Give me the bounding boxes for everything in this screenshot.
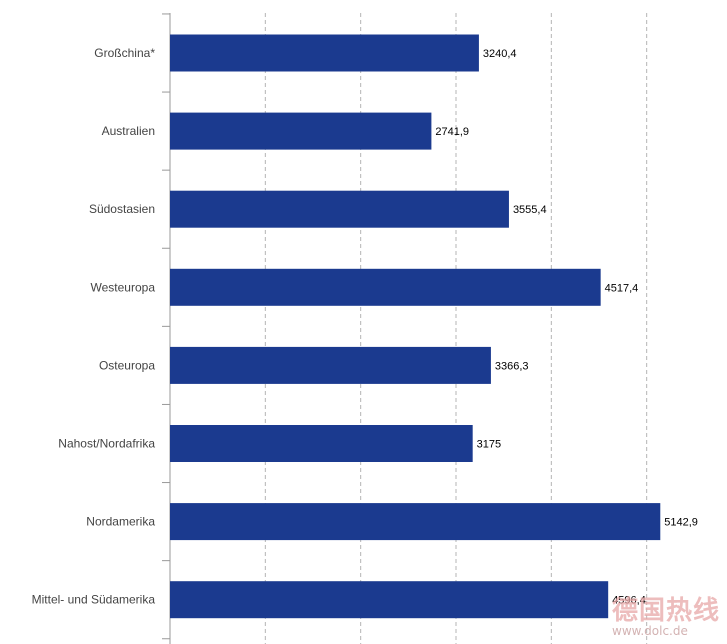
bar <box>170 581 609 619</box>
bar <box>170 268 601 306</box>
value-label: 4517,4 <box>605 282 639 294</box>
watermark-url: www.dolc.de <box>612 624 688 638</box>
category-label: Nordamerika <box>86 515 155 529</box>
bar <box>170 425 473 462</box>
value-label: 3555,4 <box>513 204 547 216</box>
value-label: 4596,4 <box>612 595 646 607</box>
bar <box>170 346 491 384</box>
category-label: Südostasien <box>89 202 155 216</box>
category-axis <box>162 13 171 644</box>
category-label: Nahost/Nordafrika <box>58 437 155 451</box>
grid-lines <box>264 13 648 644</box>
value-label: 2741,9 <box>435 126 469 138</box>
category-label: Australien <box>102 124 155 138</box>
category-label: Großchina* <box>94 46 155 60</box>
category-labels: Großchina* Australien Südostasien Westeurop… <box>32 46 156 607</box>
category-label: Osteuropa <box>99 358 155 372</box>
value-label: 5142,9 <box>664 517 698 529</box>
value-label: 3240,4 <box>483 48 517 60</box>
bar <box>170 112 432 150</box>
bar <box>170 34 479 72</box>
bar <box>170 503 661 541</box>
value-label: 3175 <box>477 439 501 451</box>
category-label: Westeuropa <box>91 280 156 294</box>
value-labels: 3240,4 2741,9 3555,4 4517,4 3366,3 3175 5142,9… <box>435 48 698 607</box>
category-label: Mittel- und Südamerika <box>32 593 156 607</box>
bars <box>170 34 661 619</box>
watermark-logo: 德国热线 <box>612 596 721 626</box>
bar <box>170 190 509 228</box>
value-label: 3366,3 <box>495 360 529 372</box>
